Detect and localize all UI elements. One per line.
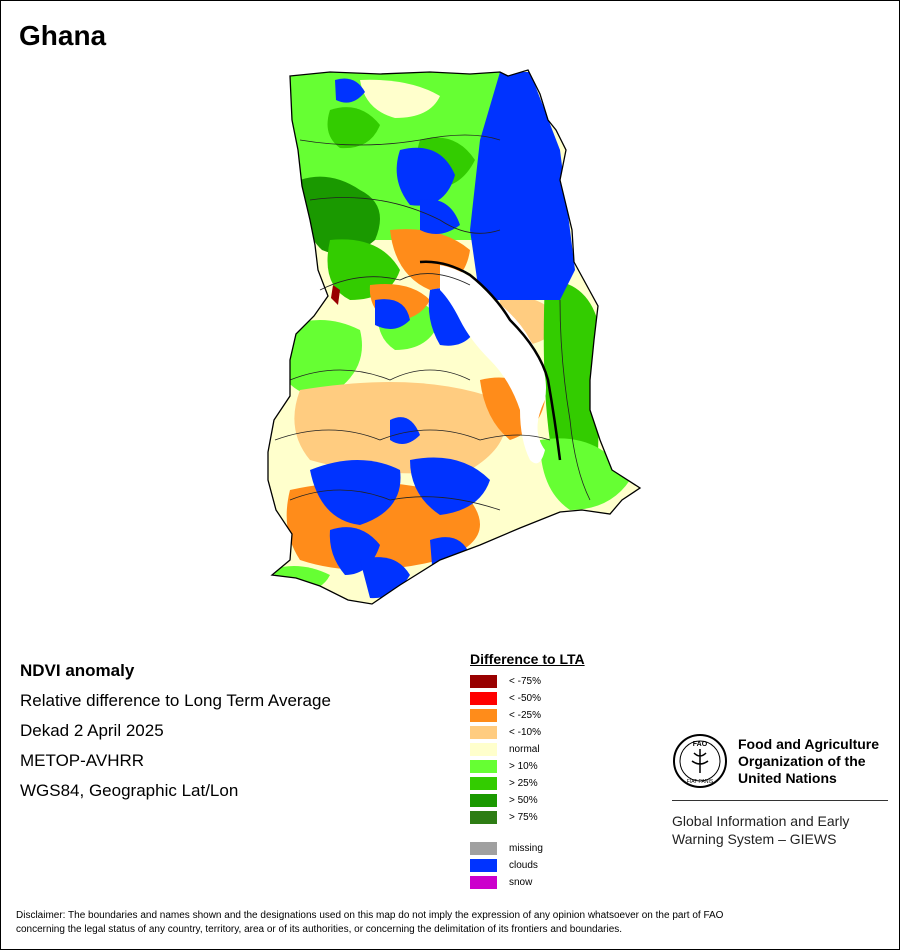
ndvi-west-green — [280, 320, 362, 396]
ndvi-north-cloud-3 — [420, 199, 460, 234]
ghana-ndvi-map — [267, 69, 641, 605]
fao-logo-letters: FAO — [693, 741, 708, 748]
product-description: Relative difference to Long Term Average — [20, 691, 331, 710]
legend-label: > 75% — [509, 812, 538, 823]
legend-item: > 75% — [470, 809, 630, 826]
legend-item: > 50% — [470, 792, 630, 809]
giews-line1: Global Information and Early — [672, 813, 850, 829]
ndvi-north-cloud-2 — [396, 147, 455, 206]
ndvi-northwest-dark-green — [300, 176, 380, 255]
lake-volta — [440, 265, 546, 464]
legend-label: normal — [509, 744, 540, 755]
projection-label: WGS84, Geographic Lat/Lon — [20, 781, 239, 800]
fao-logo-motto: FIAT PANIS — [687, 779, 714, 785]
legend-swatch — [470, 760, 497, 773]
legend-item: < -25% — [470, 707, 630, 724]
legend-swatch — [470, 726, 497, 739]
disclaimer-line2: concerning the legal status of any count… — [16, 924, 623, 935]
boundary-south-2 — [289, 489, 501, 511]
legend-item-special: clouds — [470, 857, 630, 874]
map-metadata: NDVI anomaly Relative difference to Long… — [20, 656, 331, 806]
ndvi-central-cloud — [390, 417, 420, 444]
boundary-north — [299, 134, 501, 146]
ndvi-east-cloud-strip — [470, 72, 575, 300]
fao-branding: FAO FIAT PANIS Food and Agriculture Orga… — [672, 733, 888, 848]
boundary-south — [274, 429, 551, 441]
legend-item: < -50% — [470, 690, 630, 707]
admin-boundaries — [274, 134, 591, 511]
ndvi-east-green — [543, 280, 600, 474]
sensor-label: METOP-AVHRR — [20, 751, 145, 770]
legend-label: < -10% — [509, 727, 541, 738]
legend-item: > 25% — [470, 775, 630, 792]
legend-label: < -50% — [509, 693, 541, 704]
ndvi-north-cloud — [335, 78, 365, 103]
legend-label: snow — [509, 877, 533, 888]
legend-label: missing — [509, 843, 543, 854]
legend-label: clouds — [509, 860, 538, 871]
ndvi-south-cloud-2 — [410, 457, 490, 515]
ndvi-raster — [268, 70, 640, 604]
period-label: Dekad 2 April 2025 — [20, 721, 164, 740]
ndvi-red-spot — [331, 285, 340, 305]
map-title: Ghana — [19, 20, 107, 51]
legend-label: > 50% — [509, 795, 538, 806]
product-name: NDVI anomaly — [20, 661, 135, 680]
legend-swatch — [470, 743, 497, 756]
legend-swatch — [470, 692, 497, 705]
boundary-north-2 — [309, 197, 501, 234]
legend: Difference to LTA < -75% < -50% < -25% <… — [470, 651, 630, 891]
boundary-central-2 — [289, 369, 471, 381]
fao-name-line3: United Nations — [738, 769, 837, 786]
fao-name-line1: Food and Agriculture — [738, 735, 880, 752]
legend-title: Difference to LTA — [470, 651, 585, 667]
legend-swatch — [470, 777, 497, 790]
ndvi-west-cloud — [375, 299, 410, 329]
legend-label: > 10% — [509, 761, 538, 772]
legend-swatch — [470, 842, 497, 855]
legend-item: < -10% — [470, 724, 630, 741]
legend-swatch — [470, 876, 497, 889]
legend-swatch — [470, 675, 497, 688]
legend-swatch — [470, 794, 497, 807]
boundary-central — [319, 273, 471, 291]
ndvi-north-normal-patch — [360, 79, 440, 118]
ndvi-south-cloud — [310, 460, 401, 525]
ndvi-north-green-patch — [327, 107, 380, 149]
fao-name-line2: Organization of the — [738, 752, 866, 769]
legend-swatch — [470, 709, 497, 722]
giews-line2: Warning System – GIEWS — [672, 831, 837, 847]
legend-label: > 25% — [509, 778, 538, 789]
legend-item: normal — [470, 741, 630, 758]
disclaimer-line1: Disclaimer: The boundaries and names sho… — [16, 910, 724, 921]
legend-swatch — [470, 859, 497, 872]
legend-label: < -75% — [509, 676, 541, 687]
boundary-east — [559, 299, 591, 501]
legend-item-special: snow — [470, 874, 630, 891]
legend-item: < -75% — [470, 673, 630, 690]
legend-label: < -25% — [509, 710, 541, 721]
legend-swatch — [470, 811, 497, 824]
fao-logo-icon: FAO FIAT PANIS — [673, 734, 727, 788]
disclaimer: Disclaimer: The boundaries and names sho… — [16, 909, 886, 937]
fao-divider — [672, 800, 888, 801]
lake-shoreline — [419, 260, 562, 461]
legend-item-special: missing — [470, 840, 630, 857]
legend-item: > 10% — [470, 758, 630, 775]
